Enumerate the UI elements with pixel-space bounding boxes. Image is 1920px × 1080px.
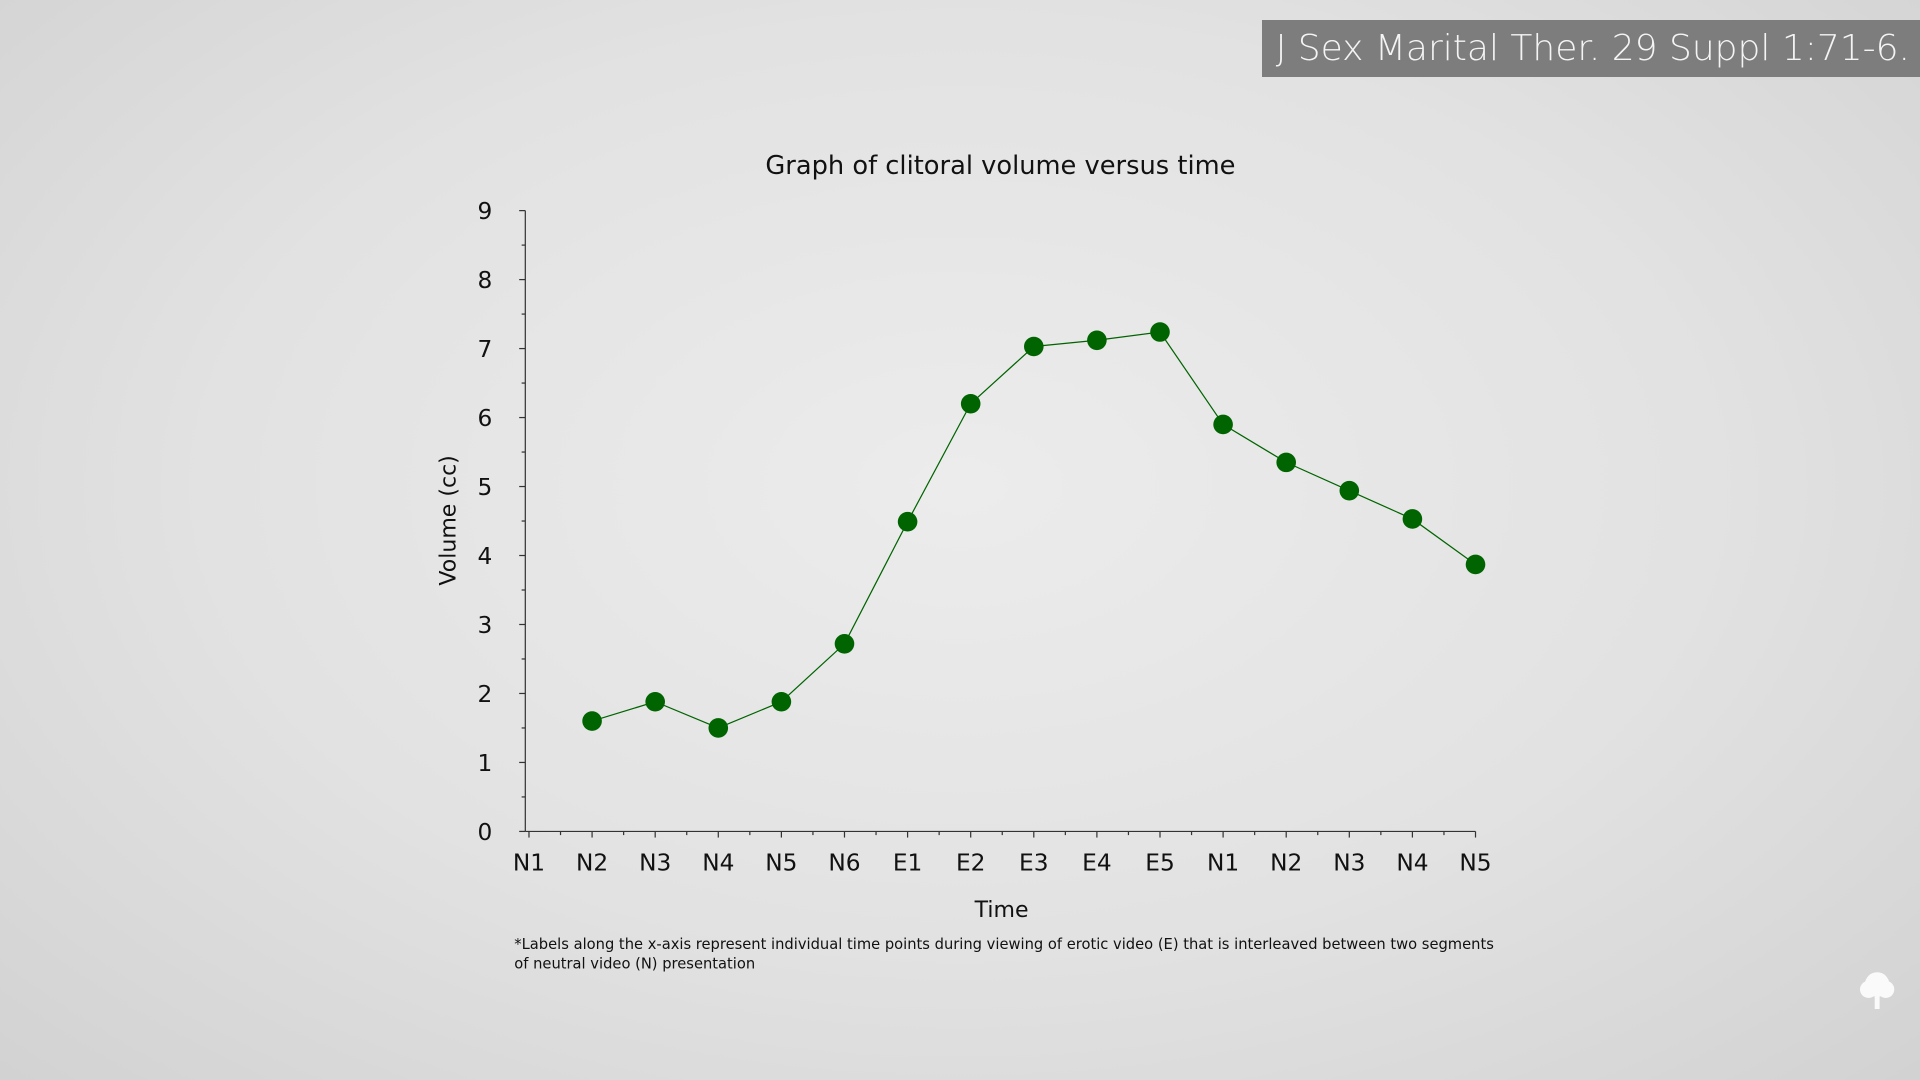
y-tick-label: 8 <box>477 267 492 294</box>
x-tick-label: N3 <box>639 850 671 877</box>
data-point <box>1402 509 1423 529</box>
data-point <box>1276 452 1296 473</box>
y-tick-label: 5 <box>477 474 492 501</box>
y-tick-label: 6 <box>477 405 492 432</box>
y-tick-label: 9 <box>477 198 492 225</box>
y-axis-label: Volume (cc) <box>437 455 462 585</box>
footnote-line-2: of neutral video (N) presentation <box>514 956 755 973</box>
y-tick-label: 2 <box>477 681 492 708</box>
x-tick-label: N1 <box>1207 850 1239 877</box>
x-tick-label: E1 <box>893 850 922 877</box>
data-point <box>1087 330 1107 351</box>
x-tick-label: N1 <box>513 850 545 877</box>
x-tick-label: N4 <box>702 850 734 877</box>
chart-title: Graph of clitoral volume versus time <box>765 151 1235 181</box>
x-tick-label: N2 <box>576 850 608 877</box>
x-tick-label: E3 <box>1019 850 1048 877</box>
data-point <box>834 634 855 654</box>
tree-logo-icon <box>1860 972 1895 1009</box>
x-tick-label: N5 <box>765 850 797 877</box>
x-tick-label: N3 <box>1333 850 1365 877</box>
x-tick-label: N2 <box>1270 850 1302 877</box>
y-tick-label: 1 <box>477 750 492 777</box>
data-point <box>708 718 729 738</box>
x-tick-label: E2 <box>956 850 985 877</box>
footnote-line-1: *Labels along the x-axis represent indiv… <box>514 936 1494 953</box>
data-point <box>897 511 918 532</box>
x-tick-label: N6 <box>828 850 860 877</box>
data-point <box>960 393 981 414</box>
x-tick-label: N5 <box>1459 850 1491 877</box>
citation-label: J Sex Marital Ther. 29 Suppl 1:71-6. <box>1261 20 1920 77</box>
y-tick-label: 4 <box>477 543 492 570</box>
data-point <box>1213 414 1233 435</box>
data-point <box>1024 336 1044 357</box>
data-point <box>1339 480 1360 501</box>
x-tick-label: E4 <box>1082 850 1111 877</box>
x-tick-label: N4 <box>1396 850 1428 877</box>
x-axis-label: Time <box>974 898 1029 923</box>
data-point <box>582 711 602 731</box>
data-point <box>1465 554 1486 575</box>
y-tick-label: 7 <box>477 336 492 363</box>
series-line <box>591 331 1476 729</box>
data-point <box>771 691 792 712</box>
data-point <box>645 691 665 712</box>
y-tick-label: 3 <box>477 612 492 639</box>
y-tick-label: 0 <box>477 819 492 846</box>
x-tick-label: E5 <box>1145 850 1174 877</box>
data-point <box>1150 322 1170 342</box>
